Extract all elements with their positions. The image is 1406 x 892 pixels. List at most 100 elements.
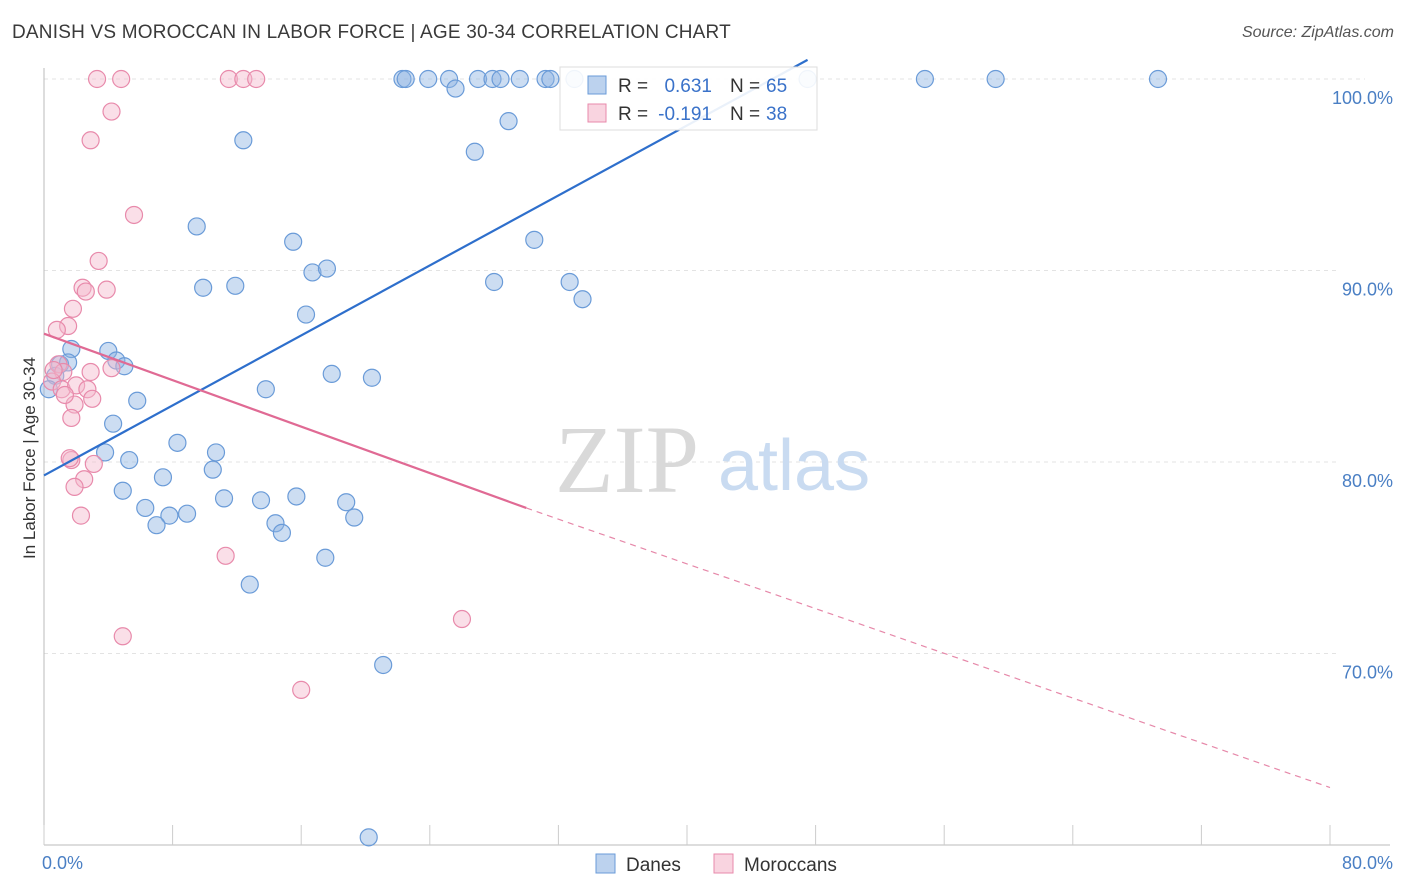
danes-point-63 xyxy=(359,828,378,847)
legend-swatch-1 xyxy=(587,103,607,123)
danes-point-60 xyxy=(316,548,335,567)
danes-point-26 xyxy=(194,278,213,297)
moroccans-point-37 xyxy=(55,385,74,405)
danes-point-54 xyxy=(160,506,179,525)
watermark-atlas: atlas xyxy=(718,426,870,506)
moroccans-point-3 xyxy=(234,69,253,89)
moroccans-point-23 xyxy=(65,395,84,414)
zipatlas-watermark: ZIP atlas xyxy=(555,406,870,513)
moroccans-point-5 xyxy=(102,102,121,121)
danes-point-59 xyxy=(272,523,292,542)
danes-point-28 xyxy=(560,272,579,292)
danes-point-25 xyxy=(573,290,592,309)
bottom-legend-swatch-1 xyxy=(713,853,734,874)
moroccans-point-36 xyxy=(292,680,311,699)
moroccans-point-25 xyxy=(81,362,100,382)
bottom-legend-swatch-0 xyxy=(595,853,616,874)
danes-point-27 xyxy=(226,276,245,295)
chart-title: DANISH VS MOROCCAN IN LABOR FORCE | AGE … xyxy=(12,22,731,43)
moroccans-point-19 xyxy=(52,380,71,399)
legend-r-label-1: R = xyxy=(618,104,648,125)
danes-point-19 xyxy=(187,217,206,236)
moroccans-trend-line-extension xyxy=(526,507,1331,789)
moroccans-point-28 xyxy=(60,449,79,468)
axes xyxy=(43,68,1390,846)
danes-point-58 xyxy=(147,516,166,535)
danes-point-62 xyxy=(374,655,393,675)
moroccans-point-35 xyxy=(113,627,132,646)
danes-point-49 xyxy=(214,489,234,508)
moroccans-point-0 xyxy=(87,69,107,89)
moroccans-point-21 xyxy=(78,380,97,399)
danes-point-56 xyxy=(345,508,364,527)
moroccans-point-18 xyxy=(44,360,63,380)
legend-n-label-1: N = xyxy=(730,104,760,125)
danes-point-55 xyxy=(177,504,197,523)
danes-point-1 xyxy=(396,69,415,89)
danes-point-57 xyxy=(266,514,285,533)
moroccans-point-11 xyxy=(97,280,116,299)
danes-point-41 xyxy=(104,414,123,433)
moroccans-point-10 xyxy=(76,282,95,301)
moroccans-point-12 xyxy=(63,299,83,318)
danes-point-15 xyxy=(446,79,465,98)
danes-point-21 xyxy=(284,232,303,251)
moroccans-point-26 xyxy=(62,408,81,428)
moroccans-point-29 xyxy=(84,454,103,474)
danes-point-24 xyxy=(485,272,504,292)
danes-point-53 xyxy=(136,498,155,518)
x-tick-label-0: 0.0% xyxy=(42,853,83,873)
grid-lines xyxy=(44,78,1365,654)
danes-point-4 xyxy=(468,69,488,89)
danes-point-45 xyxy=(120,450,139,470)
danes-point-43 xyxy=(206,443,226,462)
danes-point-37 xyxy=(322,364,341,384)
danes-point-61 xyxy=(240,575,259,594)
danes-point-48 xyxy=(113,481,132,500)
moroccans-point-30 xyxy=(75,470,94,489)
legend-n-value-1: 38 xyxy=(766,104,787,125)
x-tick-labels: 0.0% 80.0% xyxy=(42,853,1393,873)
danes-point-47 xyxy=(203,460,222,479)
danes-point-20 xyxy=(525,230,544,249)
danes-point-13 xyxy=(986,69,1005,89)
legend-r-value-0: 0.631 xyxy=(664,76,712,97)
danes-point-39 xyxy=(256,380,275,399)
moroccans-point-8 xyxy=(89,251,108,271)
danes-point-23 xyxy=(317,259,337,278)
danes-point-50 xyxy=(251,491,271,510)
danes-point-38 xyxy=(362,368,382,387)
danes-point-7 xyxy=(510,69,529,89)
legend-n-value-0: 65 xyxy=(766,76,787,97)
moroccans-point-1 xyxy=(112,69,131,89)
data-points xyxy=(39,69,1168,847)
moroccans-point-24 xyxy=(102,359,121,378)
danes-point-42 xyxy=(168,433,187,452)
moroccans-point-22 xyxy=(83,389,102,408)
moroccans-point-13 xyxy=(59,316,78,336)
danes-point-46 xyxy=(153,468,173,487)
bottom-legend-label-1: Moroccans xyxy=(744,855,837,876)
danes-point-51 xyxy=(287,487,306,506)
danes-point-40 xyxy=(128,391,147,410)
y-tick-label-0: 100.0% xyxy=(1332,88,1393,108)
y-tick-label-1: 90.0% xyxy=(1342,280,1393,300)
bottom-legend-label-0: Danes xyxy=(626,855,681,876)
legend-r-label-0: R = xyxy=(618,76,648,97)
moroccans-trend-line xyxy=(43,332,527,509)
moroccans-point-7 xyxy=(124,205,144,225)
x-tick-label-1: 80.0% xyxy=(1342,853,1393,873)
legend-swatch-0 xyxy=(587,75,607,95)
danes-point-16 xyxy=(499,112,518,131)
y-axis-label: In Labor Force | Age 30-34 xyxy=(20,357,39,559)
danes-point-3 xyxy=(439,69,459,89)
danes-point-8 xyxy=(536,69,555,89)
danes-point-17 xyxy=(234,131,253,150)
moroccans-point-32 xyxy=(71,506,91,525)
chart-source: Source: ZipAtlas.com xyxy=(1241,24,1394,41)
y-tick-labels: 100.0% 90.0% 80.0% 70.0% xyxy=(1332,88,1393,683)
danes-point-18 xyxy=(465,142,484,161)
y-tick-label-3: 70.0% xyxy=(1342,663,1393,683)
danes-point-44 xyxy=(95,443,115,462)
